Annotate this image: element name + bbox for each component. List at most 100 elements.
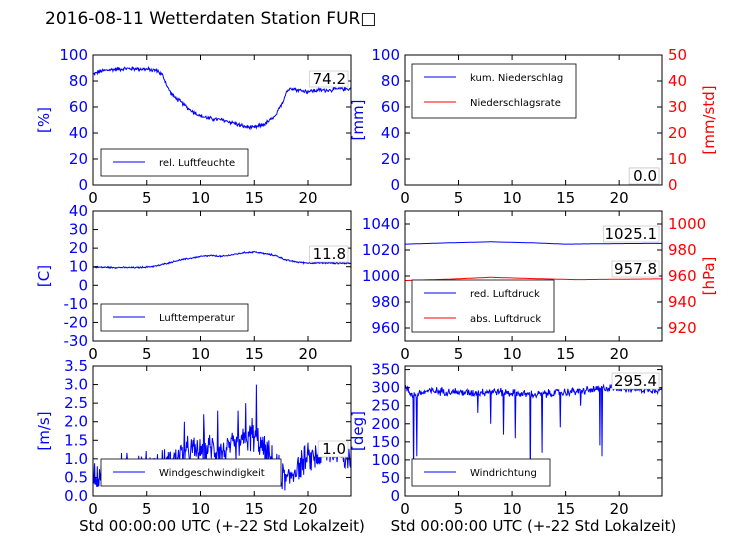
temperature-xtick-label: 5 [142, 345, 152, 363]
direction-value-label: 295.4 [614, 372, 657, 390]
pressure-ytick-label: 1040 [362, 215, 400, 233]
rain-xtick-label: 15 [556, 189, 575, 207]
pressure-ytick-label: 980 [371, 293, 400, 311]
rain-value-label-box [628, 167, 660, 185]
rain-ytick-label: 40 [381, 124, 400, 142]
temperature-ytick-label: 40 [69, 202, 88, 220]
pressure-legend-label: red. Luftdruck [470, 289, 540, 300]
rain-y2tick-label: 50 [668, 46, 687, 64]
direction-xtick-label: 20 [610, 500, 629, 518]
wind-ytick-label: 0.5 [64, 468, 88, 486]
rain-ylabel: [mm] [349, 100, 367, 141]
wind-ytick-label: 1.0 [64, 450, 88, 468]
direction-ytick-label: 200 [371, 415, 400, 433]
wind-ytick-label: 3.5 [64, 357, 88, 375]
direction-ytick-label: 250 [371, 397, 400, 415]
direction-xlabel: Std 00:00:00 UTC (+-22 Std Lokalzeit) [391, 517, 677, 535]
rain-y2tick-label: 30 [668, 98, 687, 116]
figure-title: 2016-08-11 Wetterdaten Station FUR□ [45, 9, 377, 29]
direction-xtick-label: 15 [556, 500, 575, 518]
pressure-y2tick-label: 940 [668, 293, 697, 311]
temperature-ytick-label: -30 [64, 332, 89, 350]
humidity-xtick-label: 10 [191, 189, 210, 207]
rain-xtick-label: 5 [454, 189, 464, 207]
wind-xlabel: Std 00:00:00 UTC (+-22 Std Lokalzeit) [79, 517, 365, 535]
pressure-series-0-line [405, 241, 662, 245]
temperature-xtick-label: 0 [88, 345, 98, 363]
pressure-series-1-line [405, 276, 662, 282]
humidity-ytick-label: 0 [78, 176, 88, 194]
humidity-xtick-label: 5 [142, 189, 152, 207]
humidity-ytick-label: 20 [69, 150, 88, 168]
humidity-frame [92, 54, 352, 186]
pressure-xtick-label: 0 [400, 345, 410, 363]
temperature-xtick-label: 10 [191, 345, 210, 363]
temperature-plot-area [93, 250, 351, 270]
humidity-ytick-label: 40 [69, 124, 88, 142]
pressure-ytick-label: 1000 [362, 267, 400, 285]
pressure-value-label: 1025.1 [605, 225, 658, 243]
humidity-plot-area [93, 65, 351, 131]
humidity-ytick-label: 100 [59, 46, 88, 64]
pressure-legend-label: abs. Luftdruck [470, 314, 541, 325]
temperature-ytick-label: 30 [69, 221, 88, 239]
temperature-ytick-label: -10 [64, 295, 89, 313]
pressure-y2tick-label: 960 [668, 267, 697, 285]
temperature-frame [92, 210, 352, 342]
temperature-series-0-line [93, 250, 351, 270]
wind-xtick-label: 10 [191, 500, 210, 518]
rain-ytick-label: 0 [390, 176, 400, 194]
rain-xtick-label: 20 [610, 189, 629, 207]
temperature-value-label: 11.8 [313, 245, 346, 263]
rain-ytick-label: 60 [381, 98, 400, 116]
temperature-ytick-label: 20 [69, 239, 88, 257]
humidity-value-label-box [309, 70, 349, 88]
direction-ylabel: [deg] [349, 411, 367, 451]
humidity-ytick-label: 80 [69, 72, 88, 90]
rain-y2label: [mm/std] [700, 85, 718, 154]
direction-ytick-label: 0 [390, 487, 400, 505]
humidity-xtick-label: 20 [298, 189, 317, 207]
wind-xtick-label: 5 [142, 500, 152, 518]
wind-ytick-label: 3.0 [64, 376, 88, 394]
rain-xtick-label: 0 [400, 189, 410, 207]
direction-ytick-label: 100 [371, 451, 400, 469]
rain-y2tick-label: 20 [668, 124, 687, 142]
pressure-xtick-label: 20 [610, 345, 629, 363]
direction-ytick-label: 300 [371, 379, 400, 397]
pressure-xtick-label: 15 [556, 345, 575, 363]
humidity-xtick-label: 0 [88, 189, 98, 207]
temperature-ytick-label: 10 [69, 258, 88, 276]
rain-y2tick-label: 10 [668, 150, 687, 168]
rain-frame [404, 54, 663, 186]
temperature-ylabel: [C] [35, 265, 53, 287]
rain-ytick-label: 100 [371, 46, 400, 64]
humidity-legend-label: rel. Luftfeuchte [159, 158, 235, 169]
direction-ytick-label: 350 [371, 361, 400, 379]
direction-xtick-label: 10 [503, 500, 522, 518]
direction-value-label-box [611, 372, 660, 390]
humidity-series-0-line [93, 65, 351, 131]
direction-xtick-label: 0 [400, 500, 410, 518]
humidity-ylabel: [%] [35, 107, 53, 133]
wind-frame [92, 365, 352, 497]
humidity-ytick-label: 60 [69, 98, 88, 116]
rain-legend-label: kum. Niederschlag [470, 73, 563, 84]
temperature-ytick-label: -20 [64, 313, 89, 331]
pressure-y2tick-label: 1000 [668, 215, 706, 233]
rain-ytick-label: 80 [381, 72, 400, 90]
wind-xtick-label: 20 [298, 500, 317, 518]
temperature-xtick-label: 20 [298, 345, 317, 363]
wind-ylabel: [m/s] [35, 411, 53, 450]
direction-ytick-label: 50 [381, 469, 400, 487]
rain-y2tick-label: 40 [668, 72, 687, 90]
rain-ytick-label: 20 [381, 150, 400, 168]
humidity-xtick-label: 15 [245, 189, 264, 207]
pressure-ytick-label: 1020 [362, 241, 400, 259]
temperature-value-label-box [309, 245, 349, 263]
pressure-xtick-label: 10 [503, 345, 522, 363]
pressure-y2label: [hPa] [700, 257, 718, 296]
rain-y2tick-label: 0 [668, 176, 678, 194]
direction-frame [404, 365, 663, 497]
